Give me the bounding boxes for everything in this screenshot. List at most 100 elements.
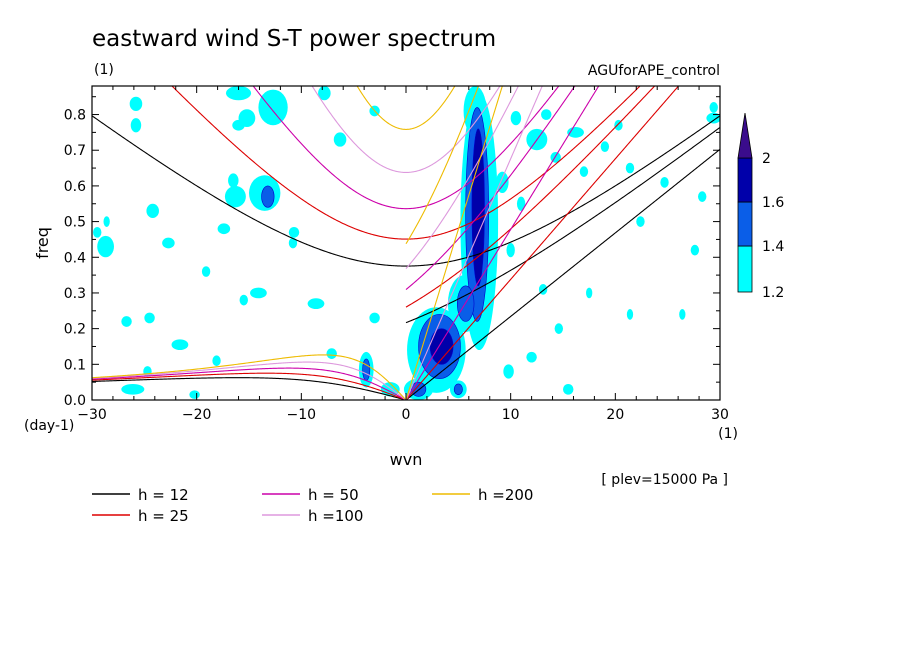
- legend-label: h = 12: [138, 486, 189, 504]
- power-region-35: [326, 348, 337, 359]
- power-region-30: [171, 339, 189, 351]
- power-region-58: [586, 287, 593, 299]
- curve-mrg-h50: [405, 86, 576, 290]
- power-region-50: [636, 216, 645, 227]
- colorbar-label: 1.2: [762, 285, 784, 301]
- power-region-38: [121, 383, 145, 395]
- power-region-9: [258, 89, 288, 126]
- power-region-49: [660, 176, 669, 188]
- legend-label: h =200: [478, 486, 533, 504]
- y-tick-label: 0.3: [64, 286, 86, 302]
- legend-label: h = 25: [138, 507, 189, 525]
- curve-igw-h50: [252, 86, 560, 210]
- power-region-62: [496, 171, 509, 194]
- curve-kelvin-h50: [405, 86, 600, 400]
- curve-igw-h200: [356, 86, 456, 130]
- x-axis-unit: (1): [718, 426, 738, 442]
- chart-title: eastward wind S-T power spectrum: [92, 26, 496, 52]
- colorbar-label: 2: [762, 151, 771, 167]
- plot-area: −30 −20 −10 0 10 20 30 0.0 0.1 0.2 0.3 0.4 0.5 0.6 0.7…: [64, 85, 729, 423]
- curve-igw-h12: [92, 115, 720, 267]
- power-region-61: [563, 383, 574, 395]
- curve-kelvin-h12: [405, 148, 720, 400]
- power-region-17: [333, 132, 347, 147]
- y-tick-label: 0.5: [64, 215, 86, 231]
- power-region-25: [201, 266, 211, 277]
- curve-er-h200: [92, 354, 406, 400]
- power-region-27: [288, 237, 298, 249]
- power-region-73: [261, 185, 275, 208]
- power-region-53: [706, 112, 720, 124]
- y-tick-label: 0.8: [64, 108, 86, 124]
- curve-er-h100: [92, 361, 406, 400]
- colorbar-segment: [737, 245, 753, 293]
- legend-label: h = 50: [308, 486, 359, 504]
- x-tick-label: 30: [711, 407, 729, 423]
- power-region-40: [103, 216, 110, 227]
- power-region-71: [362, 358, 371, 381]
- power-region-63: [510, 110, 522, 126]
- curve-kelvin-h25: [405, 86, 680, 400]
- power-region-64: [516, 196, 526, 211]
- y-tick-label: 0.1: [64, 357, 86, 373]
- curve-kelvin-h100: [405, 86, 543, 400]
- power-region-34: [369, 312, 380, 324]
- power-region-24: [217, 223, 231, 235]
- power-region-21: [162, 237, 175, 249]
- colorbar-extend-arrow: [737, 112, 753, 159]
- y-axis-label: freq: [33, 227, 52, 259]
- y-tick-label: 0.2: [64, 322, 86, 338]
- colorbar-label: 1.6: [762, 195, 784, 211]
- chart-subtitle-right: AGUforAPE_control: [588, 63, 720, 79]
- colorbar-segment: [737, 201, 753, 247]
- power-region-42: [541, 109, 552, 120]
- power-region-57: [526, 351, 537, 363]
- level-annotation: [ plev=15000 Pa ]: [601, 472, 728, 488]
- power-region-51: [698, 191, 707, 202]
- y-tick-label: 0.4: [64, 250, 86, 266]
- x-tick-label: 10: [502, 407, 520, 423]
- curve-mrg-h12: [405, 126, 720, 324]
- curve-er-h12: [92, 377, 406, 400]
- power-region-32: [121, 316, 132, 327]
- power-region-33: [307, 298, 325, 310]
- power-region-56: [554, 323, 564, 334]
- legend-label: h =100: [308, 507, 363, 525]
- curve-mrg-h100: [405, 86, 520, 269]
- power-region-22: [97, 235, 114, 258]
- curve-igw-h25: [171, 86, 641, 240]
- x-tick-label: −30: [77, 407, 107, 423]
- power-region-23: [93, 226, 102, 238]
- x-axis-label: wvn: [390, 450, 423, 469]
- power-region-59: [626, 309, 634, 320]
- power-region-18: [318, 86, 331, 101]
- y-tick-label: 0.6: [64, 179, 86, 195]
- power-region-45: [579, 166, 589, 177]
- y-tick-label: 0.7: [64, 143, 86, 159]
- legend: h = 12 h = 25 h = 50 h =100 h =200: [92, 486, 533, 525]
- colorbar-label: 1.4: [762, 239, 784, 255]
- dispersion-curves: [92, 86, 720, 400]
- x-tick-label: −20: [182, 407, 212, 423]
- x-tick-label: −10: [287, 407, 317, 423]
- colorbar-segment: [737, 157, 753, 203]
- colorbar: 1.2 1.4 1.6 2: [737, 112, 784, 301]
- power-region-47: [614, 119, 623, 131]
- power-region-60: [679, 309, 686, 320]
- x-tick-label: 20: [606, 407, 624, 423]
- y-tick-label: 0.0: [64, 393, 86, 409]
- power-region-36: [212, 355, 221, 367]
- power-region-26: [288, 226, 300, 238]
- power-region-74: [471, 128, 485, 287]
- power-region-65: [506, 243, 515, 258]
- power-region-29: [239, 294, 248, 306]
- power-region-11: [228, 173, 239, 188]
- curve-mrg-h25: [405, 86, 656, 308]
- curve-kelvin-h200: [405, 86, 503, 400]
- axis-ticks: −30 −20 −10 0 10 20 30 0.0 0.1 0.2 0.3 0.4 0.5 0.6 0.7…: [64, 86, 729, 423]
- power-region-48: [625, 162, 635, 174]
- power-region-16: [225, 86, 252, 101]
- power-region-46: [600, 141, 610, 153]
- power-region-20: [146, 203, 159, 219]
